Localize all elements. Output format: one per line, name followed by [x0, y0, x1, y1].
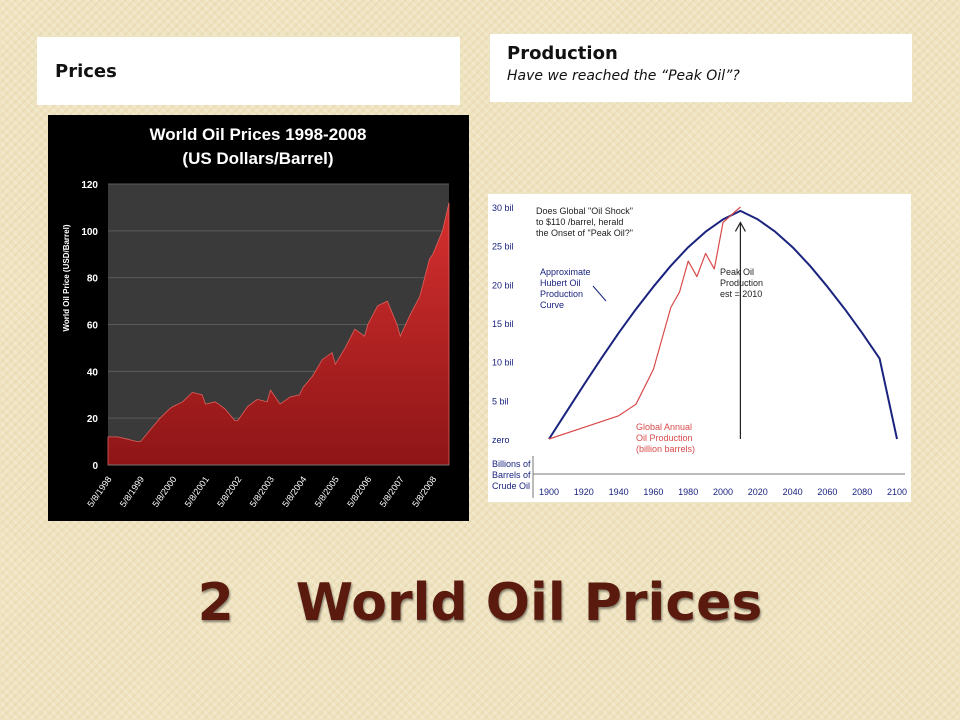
y-tick-label: zero [492, 435, 510, 445]
prices-label: Prices [55, 61, 117, 82]
x-tick-label: 5/8/2008 [410, 474, 438, 508]
oil-prices-chart: World Oil Prices 1998-2008 (US Dollars/B… [48, 115, 469, 521]
x-tick-label: 5/8/1998 [85, 474, 113, 508]
y-tick-label: 100 [81, 227, 98, 238]
peak-oil-chart: zero 5 bil 10 bil 15 bil 20 bil 25 bil 30 bil B… [488, 194, 911, 502]
x-tick-label: 2040 [783, 487, 803, 497]
y-tick-label: 20 bil [492, 280, 514, 290]
y-tick-label: 15 bil [492, 319, 514, 329]
x-tick-label: 5/8/2007 [378, 474, 406, 508]
x-tick-label: 2020 [748, 487, 768, 497]
y-axis-label: Billions of [492, 459, 531, 469]
annotation-main: to $110 /barrel, herald [536, 217, 623, 227]
x-tick-label: 5/8/2006 [345, 474, 373, 508]
annotation-actual: Oil Production [636, 433, 693, 443]
annotation-curve: Hubert Oil [540, 278, 581, 288]
x-tick-label: 2060 [817, 487, 837, 497]
y-tick-label: 120 [81, 180, 98, 191]
x-tick-label: 5/8/2004 [280, 474, 308, 508]
price-area [107, 202, 450, 466]
chart-subtitle: (US Dollars/Barrel) [182, 149, 333, 168]
y-tick-label: 20 [87, 414, 99, 425]
annotation-main: the Onset of "Peak Oil?" [536, 228, 633, 238]
peak-oil-chart-svg: zero 5 bil 10 bil 15 bil 20 bil 25 bil 30 bil B… [492, 203, 907, 498]
annotation-peak: Peak Oil [720, 267, 754, 277]
x-tick-label: 2000 [713, 487, 733, 497]
x-tick-label: 5/8/1999 [118, 474, 146, 508]
y-axis-label: Barrels of [492, 470, 531, 480]
y-tick-label: 80 [87, 274, 99, 285]
y-tick-label: 40 [87, 367, 99, 378]
x-tick-label: 5/8/2005 [313, 474, 341, 508]
y-tick-label: 30 bil [492, 203, 514, 213]
x-tick-label: 1900 [539, 487, 559, 497]
annotation-peak: Production [720, 278, 763, 288]
hubbert-curve-line [548, 209, 898, 440]
oil-prices-chart-svg: World Oil Prices 1998-2008 (US Dollars/B… [62, 125, 450, 509]
x-tick-label: 5/8/2001 [183, 474, 211, 508]
slide-number: 2 [197, 573, 234, 633]
annotation-curve: Curve [540, 300, 564, 310]
y-tick-label: 10 bil [492, 358, 514, 368]
x-tick-label: 1940 [609, 487, 629, 497]
slide-title: 2 World Oil Prices [0, 573, 960, 633]
y-tick-label: 25 bil [492, 242, 514, 252]
annotation-main: Does Global "Oil Shock" [536, 206, 633, 216]
actual-production-line [548, 206, 741, 440]
y-tick-label: 5 bil [492, 396, 509, 406]
annotation-actual: Global Annual [636, 422, 692, 432]
x-tick-label: 5/8/2003 [248, 474, 276, 508]
x-tick-label: 2080 [852, 487, 872, 497]
chart-title: World Oil Prices 1998-2008 [149, 125, 366, 144]
annotation-peak: est = 2010 [720, 289, 762, 299]
annotation-actual: (billion barrels) [636, 444, 695, 454]
curve-pointer [592, 285, 607, 302]
x-tick-label: 1920 [574, 487, 594, 497]
prices-label-box: Prices [37, 37, 460, 105]
annotation-curve: Approximate [540, 267, 591, 277]
production-label-box: Production Have we reached the “Peak Oil… [490, 34, 912, 102]
x-tick-label: 1960 [643, 487, 663, 497]
peak-arrow-head [734, 221, 746, 232]
x-tick-label: 1980 [678, 487, 698, 497]
x-tick-label: 5/8/2000 [150, 474, 178, 508]
annotation-curve: Production [540, 289, 583, 299]
slide-title-text: World Oil Prices [295, 573, 763, 633]
x-tick-label: 5/8/2002 [215, 474, 243, 508]
y-axis-label: World Oil Price (USD/Barrel) [62, 224, 71, 331]
y-axis-label: Crude Oil [492, 481, 530, 491]
y-tick-label: 60 [87, 321, 99, 332]
production-subtitle: Have we reached the “Peak Oil”? [507, 68, 740, 84]
x-tick-label: 2100 [887, 487, 907, 497]
y-tick-label: 0 [92, 461, 98, 472]
production-label: Production [507, 43, 618, 64]
